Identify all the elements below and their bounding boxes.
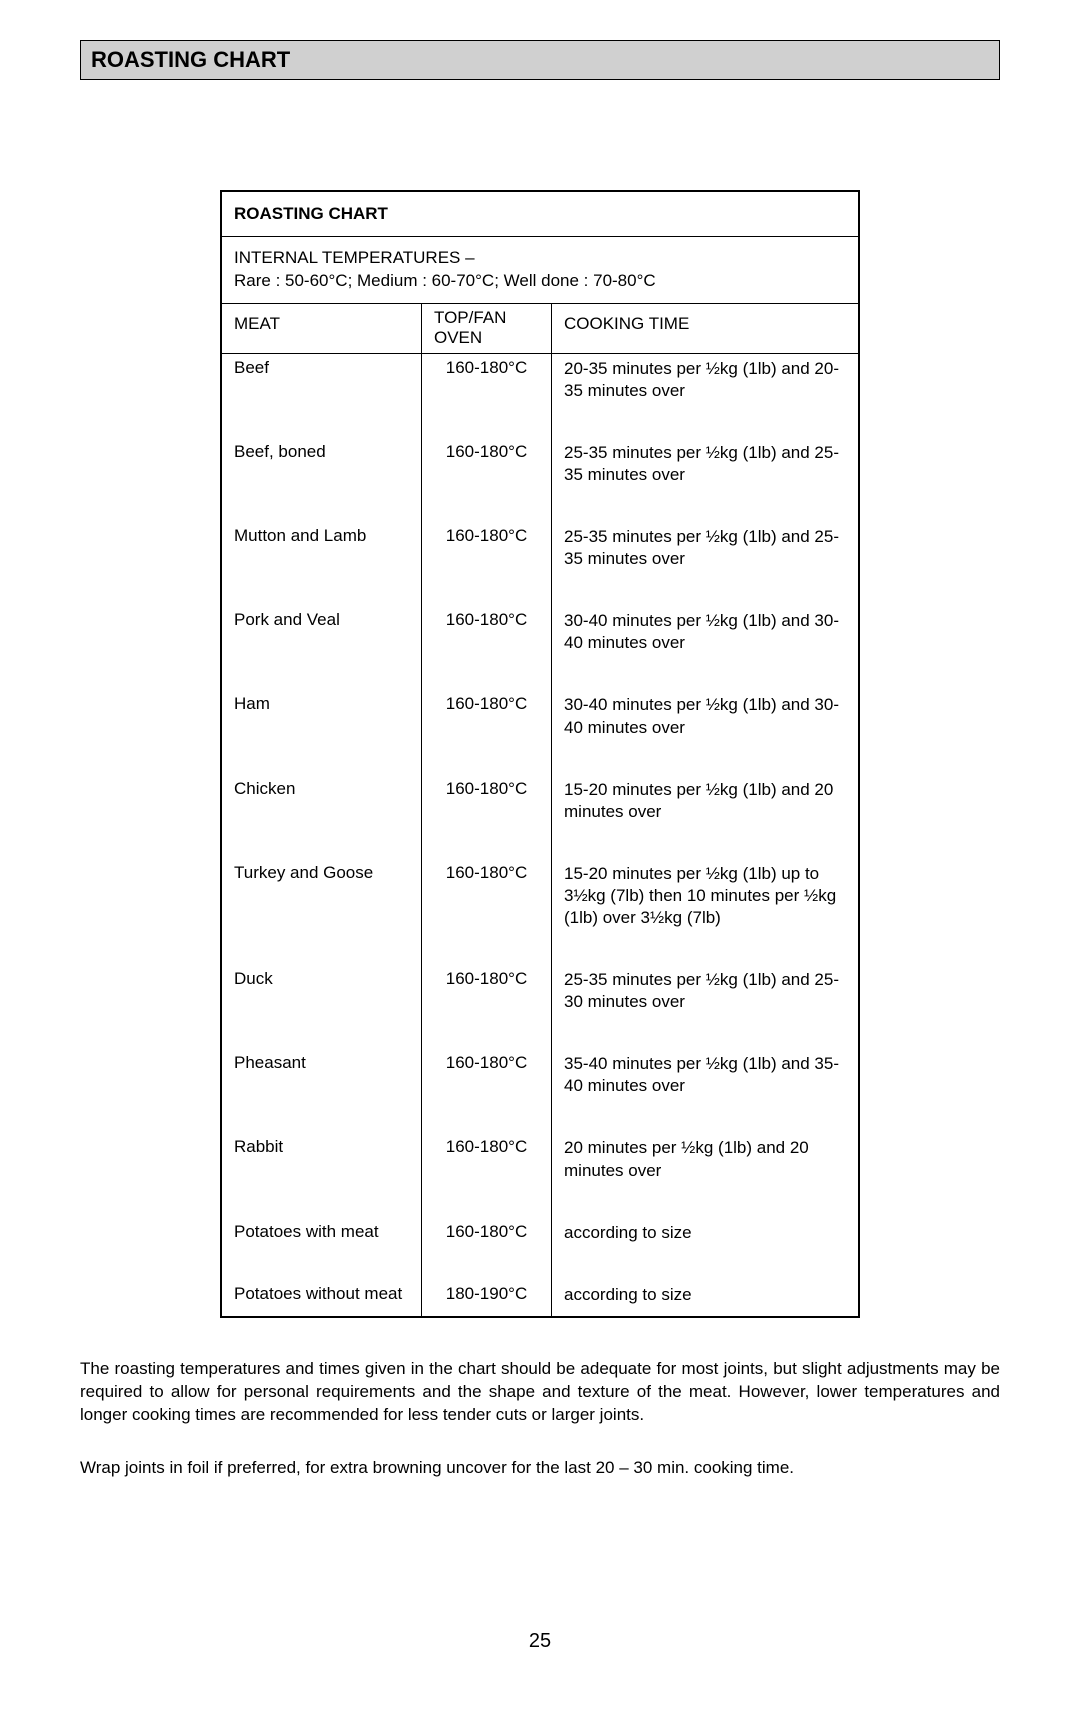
cell-oven: 160-180°C <box>422 516 552 600</box>
table-row: Beef, boned 160-180°C 25-35 minutes per … <box>222 432 858 516</box>
cell-oven: 160-180°C <box>422 1212 552 1274</box>
table-row: Ham 160-180°C 30-40 minutes per ½kg (1lb… <box>222 684 858 768</box>
page-number: 25 <box>80 1630 1000 1653</box>
cell-time: 35-40 minutes per ½kg (1lb) and 35-40 mi… <box>552 1043 858 1127</box>
internal-values: Rare : 50-60°C; Medium : 60-70°C; Well d… <box>234 271 656 290</box>
cell-oven: 160-180°C <box>422 354 552 432</box>
cell-oven: 160-180°C <box>422 432 552 516</box>
header-oven-line1: TOP/FAN <box>434 308 506 327</box>
cell-time: according to size <box>552 1212 858 1274</box>
cell-meat: Pheasant <box>222 1043 422 1127</box>
roasting-chart-table: ROASTING CHART INTERNAL TEMPERATURES – R… <box>220 190 860 1318</box>
cell-meat: Rabbit <box>222 1127 422 1211</box>
cell-oven: 160-180°C <box>422 959 552 1043</box>
cell-time: 20-35 minutes per ½kg (1lb) and 20-35 mi… <box>552 354 858 432</box>
cell-meat: Potatoes with meat <box>222 1212 422 1274</box>
table-row: Potatoes with meat 160-180°C according t… <box>222 1212 858 1274</box>
cell-oven: 160-180°C <box>422 853 552 959</box>
table-row: Mutton and Lamb 160-180°C 25-35 minutes … <box>222 516 858 600</box>
cell-oven: 160-180°C <box>422 1127 552 1211</box>
cell-time: 25-35 minutes per ½kg (1lb) and 25-30 mi… <box>552 959 858 1043</box>
table-row: Beef 160-180°C 20-35 minutes per ½kg (1l… <box>222 354 858 432</box>
cell-time: according to size <box>552 1274 858 1316</box>
cell-meat: Beef, boned <box>222 432 422 516</box>
cell-oven: 160-180°C <box>422 684 552 768</box>
paragraph-1: The roasting temperatures and times give… <box>80 1358 1000 1427</box>
table-row: Chicken 160-180°C 15-20 minutes per ½kg … <box>222 769 858 853</box>
cell-oven: 180-190°C <box>422 1274 552 1316</box>
section-header: ROASTING CHART <box>80 40 1000 80</box>
internal-label: INTERNAL TEMPERATURES – <box>234 248 475 267</box>
table-header-row: MEAT TOP/FAN OVEN COOKING TIME <box>222 304 858 354</box>
cell-meat: Ham <box>222 684 422 768</box>
cell-meat: Chicken <box>222 769 422 853</box>
header-oven: TOP/FAN OVEN <box>422 304 552 353</box>
cell-time: 15-20 minutes per ½kg (1lb) and 20 minut… <box>552 769 858 853</box>
cell-meat: Turkey and Goose <box>222 853 422 959</box>
cell-time: 25-35 minutes per ½kg (1lb) and 25-35 mi… <box>552 432 858 516</box>
cell-meat: Beef <box>222 354 422 432</box>
cell-meat: Mutton and Lamb <box>222 516 422 600</box>
table-row: Duck 160-180°C 25-35 minutes per ½kg (1l… <box>222 959 858 1043</box>
cell-time: 25-35 minutes per ½kg (1lb) and 25-35 mi… <box>552 516 858 600</box>
cell-time: 30-40 minutes per ½kg (1lb) and 30-40 mi… <box>552 684 858 768</box>
cell-time: 20 minutes per ½kg (1lb) and 20 minutes … <box>552 1127 858 1211</box>
internal-temperatures: INTERNAL TEMPERATURES – Rare : 50-60°C; … <box>222 237 858 304</box>
table-row: Rabbit 160-180°C 20 minutes per ½kg (1lb… <box>222 1127 858 1211</box>
header-oven-line2: OVEN <box>434 328 482 347</box>
header-time: COOKING TIME <box>552 304 858 353</box>
table-row: Turkey and Goose 160-180°C 15-20 minutes… <box>222 853 858 959</box>
chart-wrap: ROASTING CHART INTERNAL TEMPERATURES – R… <box>80 190 1000 1318</box>
cell-oven: 160-180°C <box>422 1043 552 1127</box>
paragraph-2: Wrap joints in foil if preferred, for ex… <box>80 1457 1000 1480</box>
cell-meat: Potatoes without meat <box>222 1274 422 1316</box>
cell-oven: 160-180°C <box>422 769 552 853</box>
cell-time: 15-20 minutes per ½kg (1lb) up to 3½kg (… <box>552 853 858 959</box>
cell-time: 30-40 minutes per ½kg (1lb) and 30-40 mi… <box>552 600 858 684</box>
table-row: Pork and Veal 160-180°C 30-40 minutes pe… <box>222 600 858 684</box>
page: ROASTING CHART ROASTING CHART INTERNAL T… <box>0 0 1080 1713</box>
table-row: Pheasant 160-180°C 35-40 minutes per ½kg… <box>222 1043 858 1127</box>
cell-meat: Pork and Veal <box>222 600 422 684</box>
chart-title: ROASTING CHART <box>222 192 858 237</box>
header-meat: MEAT <box>222 304 422 353</box>
cell-meat: Duck <box>222 959 422 1043</box>
cell-oven: 160-180°C <box>422 600 552 684</box>
table-row: Potatoes without meat 180-190°C accordin… <box>222 1274 858 1316</box>
